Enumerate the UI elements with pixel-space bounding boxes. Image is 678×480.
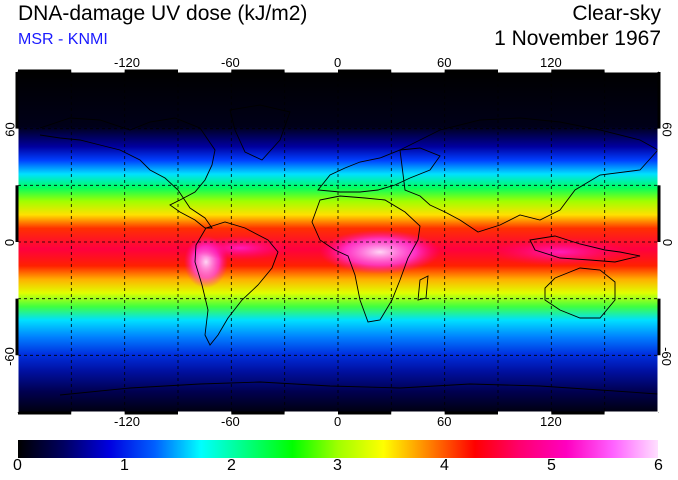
- date-label: 1 November 1967: [494, 27, 661, 50]
- lat-tick-right-minus60: -60: [658, 347, 674, 366]
- colorbar-tick-3: 3: [333, 457, 342, 474]
- lon-tick-bottom-minus60: -60: [221, 414, 240, 429]
- lat-tick-left-0: 0: [2, 238, 18, 247]
- lon-tick-top-minus120: -120: [114, 55, 141, 70]
- lon-tick-top-60: 60: [437, 55, 452, 70]
- coast-south-america: [194, 221, 279, 346]
- coast-australia: [544, 267, 616, 319]
- source-label: MSR - KNMI: [18, 31, 108, 48]
- colorbar-tick-4: 4: [440, 457, 449, 474]
- lon-tick-bottom-120: 120: [540, 414, 562, 429]
- coast-antarctica: [59, 381, 658, 396]
- coast-greenland: [229, 104, 291, 161]
- coast-madagascar: [417, 275, 429, 301]
- map-title: DNA-damage UV dose (kJ/m2): [18, 2, 308, 25]
- lat-tick-left-60: 60: [2, 122, 18, 137]
- colorbar-tick-2: 2: [227, 457, 236, 474]
- map-area: [18, 72, 658, 412]
- coast-africa: [311, 195, 421, 323]
- coast-north-america: [39, 117, 216, 229]
- coastlines: [39, 104, 658, 396]
- hotspot-indonesia: [490, 238, 630, 266]
- lon-tick-top-120: 120: [540, 55, 562, 70]
- lon-tick-bottom-60: 60: [437, 414, 452, 429]
- graticule: [18, 72, 658, 412]
- lat-tick-right-0: 0: [660, 238, 676, 247]
- map-frame: [15, 69, 661, 415]
- colorbar-tick-0: 0: [13, 457, 22, 474]
- lat-tick-left-minus60: -60: [1, 347, 17, 366]
- colorbar-tick-6: 6: [654, 457, 663, 474]
- lon-tick-bottom-0: 0: [334, 414, 342, 429]
- coast-europe: [317, 147, 441, 193]
- lat-tick-right-60: 60: [659, 122, 675, 137]
- coast-asia: [399, 117, 658, 233]
- hotspot-africa: [320, 230, 440, 274]
- lon-tick-top-minus60: -60: [221, 55, 240, 70]
- colorbar-tick-1: 1: [120, 457, 129, 474]
- colorbar-tick-5: 5: [547, 457, 556, 474]
- sky-condition-label: Clear-sky: [572, 2, 661, 25]
- colorbar: [18, 440, 658, 458]
- coast-indonesia: [529, 235, 641, 263]
- lon-tick-top-0: 0: [334, 55, 342, 70]
- lon-tick-bottom-minus120: -120: [114, 414, 141, 429]
